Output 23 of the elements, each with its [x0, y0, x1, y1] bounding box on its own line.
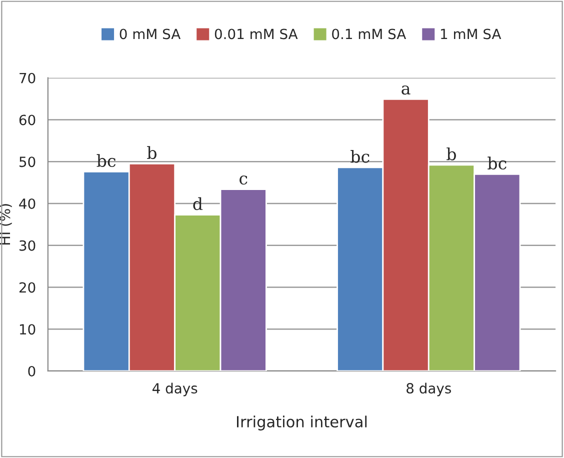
y-tick-label: 10: [20, 324, 36, 335]
y-tick-label: 50: [20, 156, 36, 168]
x-tick-label: 4 days: [152, 382, 198, 396]
x-tick-label: 8 days: [406, 382, 451, 396]
data-label: a: [402, 85, 410, 95]
x-axis-title: Irrigation interval: [237, 416, 367, 430]
legend-label: 0 mM SA: [120, 28, 181, 40]
data-label: d: [193, 197, 203, 210]
y-tick-label: 60: [19, 114, 36, 126]
legend-label: 0.1 mM SA: [332, 28, 406, 40]
data-label: b: [147, 146, 156, 160]
data-label: c: [240, 176, 248, 185]
y-tick-label: 20: [19, 282, 36, 293]
y-tick-label: 70: [20, 72, 36, 84]
y-tick-label: 30: [20, 240, 36, 251]
data-label: bc: [96, 154, 116, 168]
legend-label: 1 mM SA: [441, 28, 502, 40]
legend-label: 0.01 mM SA: [214, 28, 298, 40]
y-tick-label: 40: [19, 198, 36, 209]
y-tick-label: 0: [28, 366, 36, 376]
data-label: bc: [488, 156, 506, 170]
data-label: b: [446, 147, 456, 160]
data-label: bc: [350, 150, 370, 163]
